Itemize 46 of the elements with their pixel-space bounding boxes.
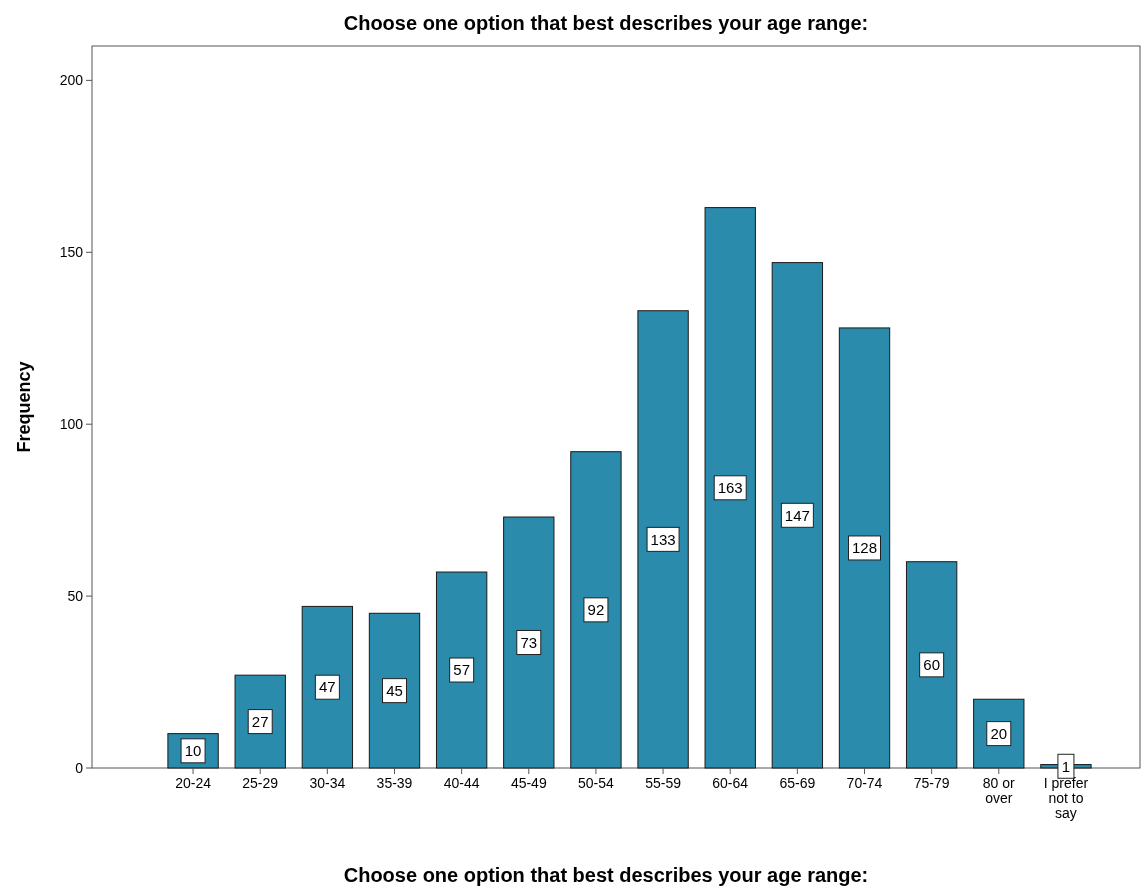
y-tick-label: 0 xyxy=(75,759,84,776)
x-tick-label: 45-49 xyxy=(510,775,547,791)
data-label: 147 xyxy=(784,506,810,524)
data-label: 57 xyxy=(453,661,470,679)
data-label: 45 xyxy=(386,681,403,699)
x-tick-label: 35-39 xyxy=(376,775,413,791)
data-label: 1 xyxy=(1061,757,1071,775)
x-tick-label: 20-24 xyxy=(175,775,212,791)
x-tick-label: 75-79 xyxy=(913,775,950,791)
bar xyxy=(301,605,354,769)
data-label: 47 xyxy=(319,678,336,696)
x-axis-title: Choose one option that best describes your age range: xyxy=(343,864,869,886)
bar xyxy=(905,561,958,769)
y-tick-label: 200 xyxy=(59,72,84,89)
data-label: 128 xyxy=(851,539,878,557)
data-label: 163 xyxy=(717,479,743,497)
bar xyxy=(771,262,824,769)
bar xyxy=(503,516,555,769)
data-label: 73 xyxy=(520,633,538,651)
bar xyxy=(838,327,891,769)
y-tick-label: 150 xyxy=(59,244,84,261)
x-tick-label: 70-74 xyxy=(846,775,883,791)
data-label: 10 xyxy=(184,742,202,760)
x-tick-label: 60-64 xyxy=(712,775,749,791)
y-tick-label: 100 xyxy=(59,416,84,433)
x-tick-label: 80 or over xyxy=(982,775,1016,806)
x-tick-label: 40-44 xyxy=(443,775,480,791)
x-tick-label: 55-59 xyxy=(645,775,682,791)
x-tick-label: 50-54 xyxy=(578,775,615,791)
data-label: 20 xyxy=(990,724,1008,742)
bar xyxy=(704,207,756,769)
data-label: 92 xyxy=(587,601,605,619)
bar xyxy=(368,612,421,769)
data-label: 133 xyxy=(650,530,676,548)
data-label: 60 xyxy=(923,656,940,674)
y-tick-label: 50 xyxy=(67,588,84,604)
bar xyxy=(435,571,488,769)
x-tick-label: I prefer not to say xyxy=(1043,775,1089,821)
x-tick-label: 25-29 xyxy=(242,775,279,791)
x-tick-label: 30-34 xyxy=(309,775,346,791)
chart-title: Choose one option that best describes your age range: xyxy=(343,12,869,34)
x-tick-label: 65-69 xyxy=(779,775,816,791)
y-axis-title: Frequency xyxy=(14,361,34,453)
bar xyxy=(570,451,622,769)
bar xyxy=(637,310,689,769)
data-label: 27 xyxy=(251,712,269,730)
